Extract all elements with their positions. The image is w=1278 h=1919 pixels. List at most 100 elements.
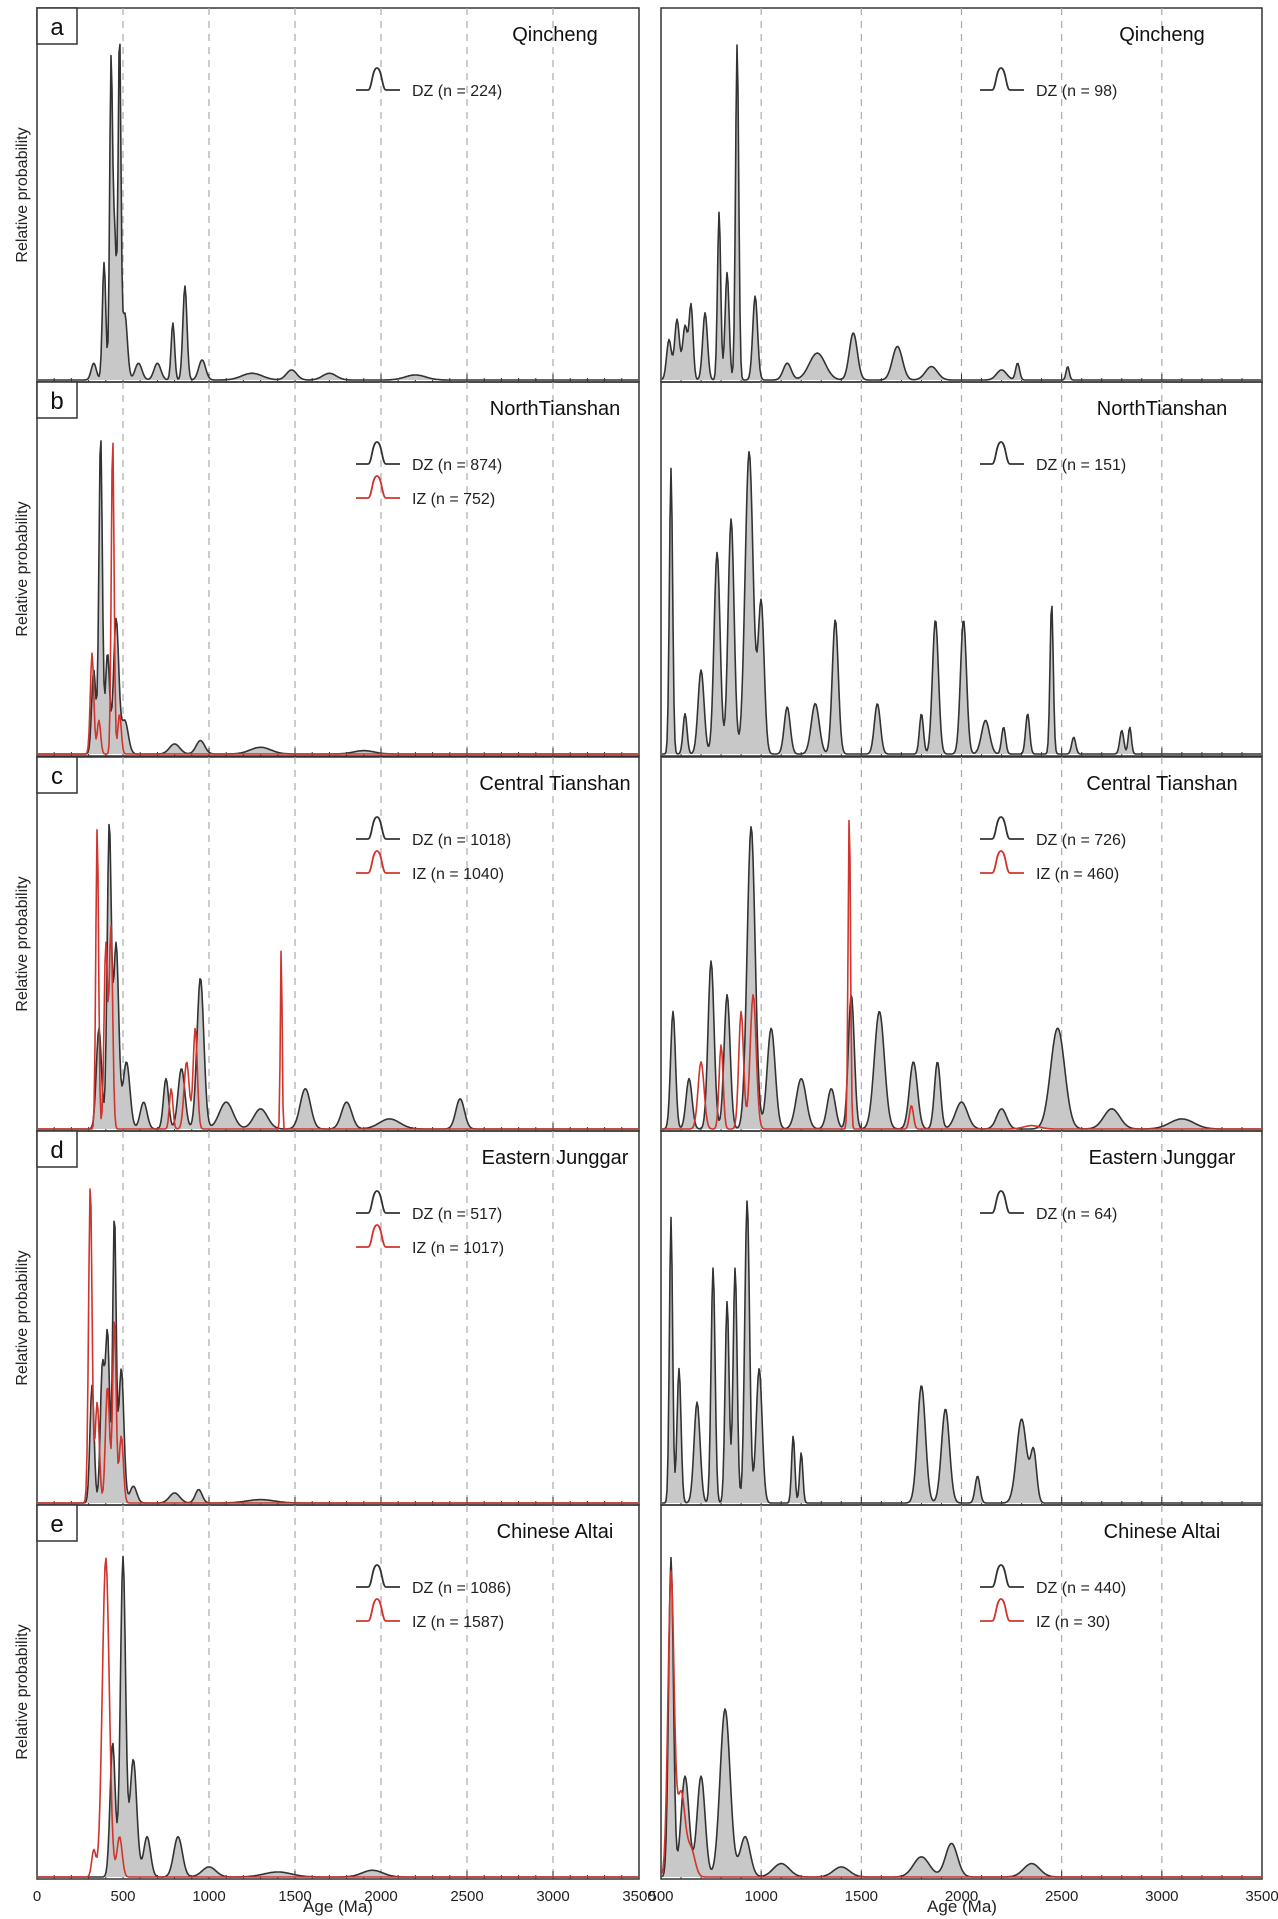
panels-layer: a Relative probability Qincheng DZ (n = 224… bbox=[14, 7, 1278, 1905]
x-axis-label-right: Age (Ma) bbox=[927, 1897, 997, 1916]
panel-title: Eastern Junggar bbox=[482, 1147, 629, 1169]
legend-label: IZ (n = 1040) bbox=[412, 866, 504, 883]
x-tick-label: 3500 bbox=[622, 1888, 655, 1905]
series-fill-DZ bbox=[38, 440, 638, 754]
series-line-DZ bbox=[662, 451, 1261, 755]
legend-label: IZ (n = 460) bbox=[1036, 866, 1119, 883]
legend-swatch bbox=[980, 1564, 1024, 1588]
panel-c-left: c Relative probability Central Tianshan DZ … bbox=[14, 756, 640, 1132]
series-fill-DZ bbox=[662, 451, 1261, 754]
panel-letter: e bbox=[50, 1511, 63, 1538]
y-axis-label: Relative probability bbox=[14, 127, 31, 262]
panel-a-left: a Relative probability Qincheng DZ (n = 224… bbox=[14, 7, 640, 383]
panel-title: Chinese Altai bbox=[1104, 1521, 1221, 1543]
panel-e-right: Chinese Altai DZ (n = 440) IZ (n = 30) 500 1… bbox=[648, 1504, 1278, 1905]
legend-swatch bbox=[356, 1598, 400, 1622]
panel-letter-box bbox=[36, 381, 78, 419]
x-tick-label: 1000 bbox=[192, 1888, 225, 1905]
panel-c-right: Central Tianshan DZ (n = 726) IZ (n = 460) bbox=[660, 756, 1263, 1132]
panel-letter-box bbox=[36, 756, 78, 794]
y-axis-label: Relative probability bbox=[14, 501, 31, 636]
panel-frame bbox=[36, 381, 640, 757]
x-tick-label: 500 bbox=[110, 1888, 135, 1905]
x-tick-label: 2500 bbox=[450, 1888, 483, 1905]
x-tick-label: 1500 bbox=[278, 1888, 311, 1905]
legend-label: DZ (n = 1018) bbox=[412, 832, 511, 849]
panel-letter-box bbox=[36, 1130, 78, 1168]
legend-label: DZ (n = 224) bbox=[412, 83, 502, 100]
legend-label: DZ (n = 64) bbox=[1036, 1206, 1117, 1223]
legend-swatch bbox=[980, 1190, 1024, 1214]
panel-letter: c bbox=[51, 763, 63, 790]
series-line-DZ bbox=[38, 43, 638, 381]
x-tick-label: 2000 bbox=[364, 1888, 397, 1905]
series-fill-DZ bbox=[662, 45, 1261, 380]
series-line-DZ bbox=[38, 1220, 638, 1504]
legend-swatch bbox=[980, 441, 1024, 465]
legend-swatch bbox=[980, 1598, 1024, 1622]
series-line-IZ bbox=[38, 829, 638, 1130]
legend-label: DZ (n = 440) bbox=[1036, 1580, 1126, 1597]
legend-label: DZ (n = 98) bbox=[1036, 83, 1117, 100]
series-line-DZ bbox=[662, 826, 1261, 1130]
panel-d-left: d Relative probability Eastern Junggar DZ (… bbox=[14, 1130, 640, 1506]
series-line-DZ bbox=[38, 440, 638, 755]
panel-title: Chinese Altai bbox=[497, 1521, 614, 1543]
x-tick-label: 3000 bbox=[536, 1888, 569, 1905]
panel-title: Central Tianshan bbox=[1086, 773, 1237, 795]
legend-label: IZ (n = 1017) bbox=[412, 1240, 504, 1257]
panel-frame bbox=[36, 7, 640, 383]
series-fill-DZ bbox=[662, 1557, 1261, 1877]
series-line-IZ bbox=[662, 819, 1261, 1130]
panel-frame bbox=[36, 1504, 640, 1880]
panel-title: Qincheng bbox=[512, 24, 598, 46]
legend-label: DZ (n = 874) bbox=[412, 457, 502, 474]
panel-title: NorthTianshan bbox=[490, 398, 620, 420]
panel-title: NorthTianshan bbox=[1097, 398, 1227, 420]
y-axis-label: Relative probability bbox=[14, 1624, 31, 1759]
x-tick-label: 0 bbox=[33, 1888, 41, 1905]
legend-label: DZ (n = 517) bbox=[412, 1206, 502, 1223]
panel-letter: d bbox=[50, 1137, 63, 1164]
panel-title: Eastern Junggar bbox=[1089, 1147, 1236, 1169]
legend-label: DZ (n = 151) bbox=[1036, 457, 1126, 474]
panel-letter: a bbox=[50, 14, 64, 41]
legend-swatch bbox=[356, 850, 400, 874]
x-tick-label: 2500 bbox=[1045, 1888, 1078, 1905]
series-fill-DZ bbox=[38, 1556, 638, 1877]
legend-label: DZ (n = 1086) bbox=[412, 1580, 511, 1597]
legend-label: IZ (n = 30) bbox=[1036, 1614, 1110, 1631]
x-tick-label: 500 bbox=[648, 1888, 673, 1905]
y-axis-label: Relative probability bbox=[14, 1250, 31, 1385]
legend-swatch bbox=[980, 67, 1024, 91]
panel-frame bbox=[36, 1130, 640, 1506]
panel-e-left: e Relative probability Chinese Altai DZ (n … bbox=[14, 1504, 656, 1905]
x-tick-label: 3000 bbox=[1145, 1888, 1178, 1905]
series-line-IZ bbox=[38, 1188, 638, 1504]
legend-swatch bbox=[356, 1564, 400, 1588]
legend-swatch bbox=[356, 67, 400, 91]
panel-b-right: NorthTianshan DZ (n = 151) bbox=[660, 381, 1263, 757]
y-axis-label: Relative probability bbox=[14, 876, 31, 1011]
series-line-DZ bbox=[661, 44, 1261, 381]
series-line-IZ bbox=[661, 1570, 1261, 1878]
legend-swatch bbox=[980, 816, 1024, 840]
legend-swatch bbox=[356, 475, 400, 499]
x-tick-label: 1000 bbox=[744, 1888, 777, 1905]
panel-title: Qincheng bbox=[1119, 24, 1205, 46]
series-line-IZ bbox=[38, 1557, 638, 1878]
x-tick-label: 2000 bbox=[945, 1888, 978, 1905]
x-tick-label: 1500 bbox=[845, 1888, 878, 1905]
series-fill-DZ bbox=[38, 1221, 638, 1503]
legend-swatch bbox=[356, 1224, 400, 1248]
legend-swatch bbox=[980, 850, 1024, 874]
legend-swatch bbox=[356, 816, 400, 840]
panel-letter: b bbox=[50, 388, 63, 415]
series-fill-DZ bbox=[38, 824, 638, 1129]
series-line-IZ bbox=[38, 442, 638, 755]
panel-b-left: b Relative probability NorthTianshan DZ (n … bbox=[14, 381, 640, 757]
panel-letter-box bbox=[36, 7, 78, 45]
series-line-DZ bbox=[662, 1200, 1261, 1504]
panel-title: Central Tianshan bbox=[479, 773, 630, 795]
